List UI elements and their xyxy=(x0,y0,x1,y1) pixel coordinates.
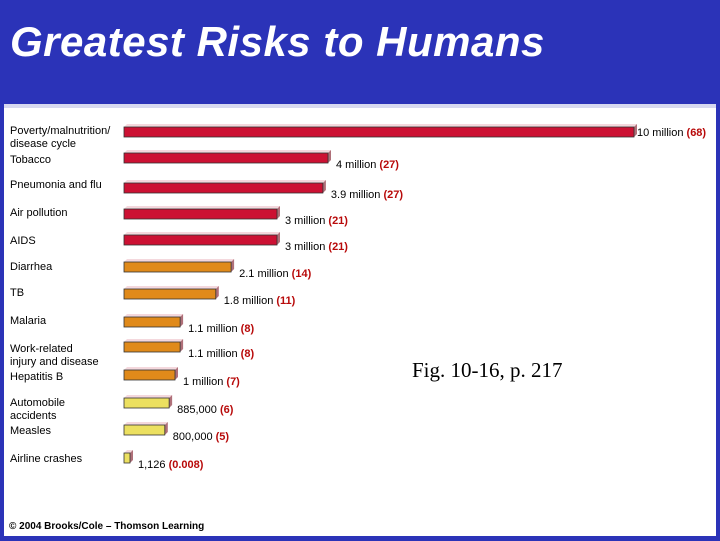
slide-title: Greatest Risks to Humans xyxy=(10,18,545,65)
bar xyxy=(123,314,184,328)
category-label: TB xyxy=(10,287,24,299)
category-label: Diarrhea xyxy=(10,261,53,273)
title-bar: Greatest Risks to Humans xyxy=(0,0,720,100)
percent-label: (6) xyxy=(220,404,234,416)
category-label: Airline crashes xyxy=(10,453,83,465)
bar xyxy=(123,422,168,436)
value-label: 10 million (68) xyxy=(637,127,706,139)
percent-label: (27) xyxy=(383,189,403,201)
value-label: 3 million (21) xyxy=(285,215,348,227)
value-label: 1,126 (0.008) xyxy=(138,459,204,471)
category-label: AIDS xyxy=(10,235,36,247)
percent-label: (21) xyxy=(328,215,348,227)
value-label: 2.1 million (14) xyxy=(239,268,311,280)
category-label: Automobile accidents xyxy=(10,397,65,422)
category-label: Measles xyxy=(10,425,51,437)
bar xyxy=(123,450,133,464)
value-label: 1.1 million (8) xyxy=(188,323,254,335)
percent-label: (11) xyxy=(276,295,295,307)
figure-caption: Fig. 10-16, p. 217 xyxy=(412,358,563,382)
chart-panel: Poverty/malnutrition/disease cycle 10 mil… xyxy=(4,104,716,536)
percent-label: (8) xyxy=(241,348,255,360)
copyright-notice: © 2004 Brooks/Cole – Thomson Learning xyxy=(9,521,205,532)
bar xyxy=(123,395,173,409)
percent-label: (0.008) xyxy=(169,459,204,471)
bar xyxy=(123,124,637,138)
category-label: Malaria xyxy=(10,315,47,327)
value-label: 885,000 (6) xyxy=(177,404,234,416)
bar xyxy=(123,232,280,246)
percent-label: (21) xyxy=(328,241,348,253)
risk-bar-chart: Poverty/malnutrition/disease cycle 10 mil… xyxy=(10,124,706,471)
value-label: 4 million (27) xyxy=(336,159,399,171)
category-label: Work-related injury and disease xyxy=(10,343,99,368)
bar xyxy=(123,339,184,353)
category-label: Tobacco xyxy=(10,154,51,166)
value-label: 800,000 (5) xyxy=(173,431,230,443)
percent-label: (14) xyxy=(292,268,312,280)
value-label: 3 million (21) xyxy=(285,241,348,253)
bar xyxy=(123,180,326,194)
category-label: Pneumonia and flu xyxy=(10,179,102,191)
category-label: Air pollution xyxy=(10,207,67,219)
bar xyxy=(123,367,178,381)
value-label: 1 million (7) xyxy=(183,376,240,388)
value-label: 1.8 million (11) xyxy=(224,295,296,307)
value-label: 3.9 million (27) xyxy=(331,189,403,201)
percent-label: (68) xyxy=(687,127,707,139)
bar xyxy=(123,150,331,164)
category-label: Poverty/malnutrition/disease cycle xyxy=(10,125,111,150)
percent-label: (7) xyxy=(226,376,240,388)
category-label: Hepatitis B xyxy=(10,371,63,383)
panel-top-stripe xyxy=(4,104,716,108)
percent-label: (8) xyxy=(241,323,255,335)
bar xyxy=(123,259,235,273)
percent-label: (5) xyxy=(216,431,230,443)
bar xyxy=(123,206,280,220)
bar xyxy=(123,286,219,300)
percent-label: (27) xyxy=(379,159,399,171)
value-label: 1.1 million (8) xyxy=(188,348,254,360)
